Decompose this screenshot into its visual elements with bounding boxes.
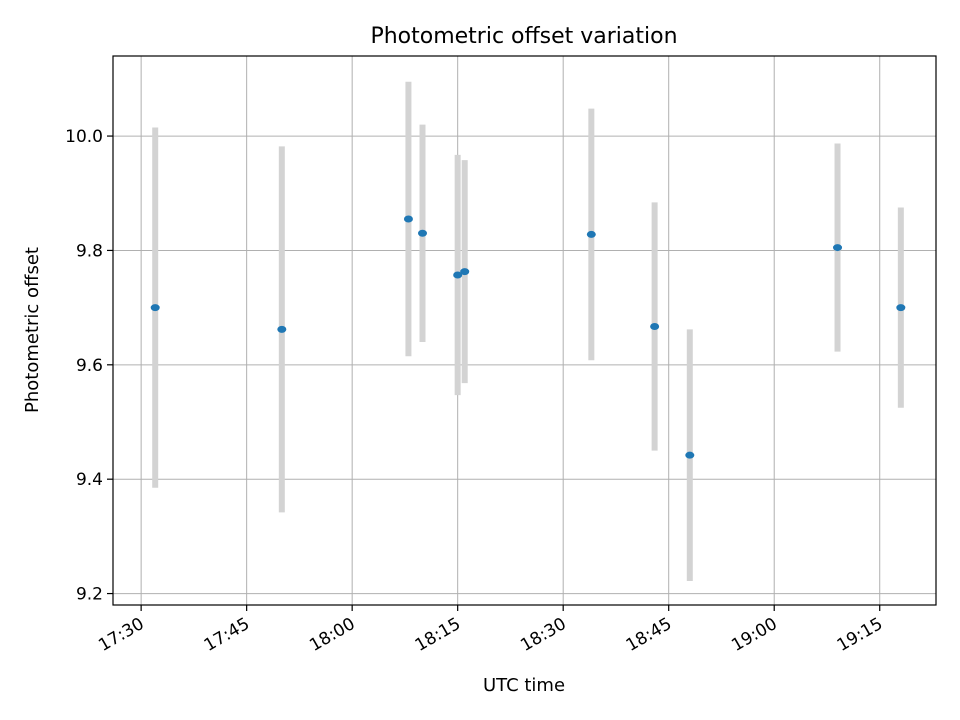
x-axis-label: UTC time	[483, 675, 565, 696]
y-axis-ticks: 9.2 9.4 9.6 9.8 10.0	[65, 127, 113, 605]
data-point	[586, 230, 596, 238]
x-tick-label: 18:45	[623, 614, 675, 656]
data-points	[150, 215, 906, 459]
grid	[113, 56, 936, 605]
plot-frame	[112, 55, 937, 606]
data-point	[150, 304, 160, 312]
data-point	[896, 304, 906, 312]
x-tick-label: 18:30	[517, 614, 569, 656]
data-point	[460, 268, 470, 276]
x-tick-label: 19:00	[728, 614, 780, 656]
data-point	[650, 322, 660, 330]
y-tick-label: 10.0	[65, 127, 103, 147]
x-axis-ticks: 17:30 17:45 18:00 18:15 18:30 18:45 19:00 19:15	[95, 605, 886, 656]
y-tick-label: 9.6	[76, 356, 103, 376]
error-bars	[152, 81, 904, 581]
x-tick-label: 18:00	[306, 614, 358, 656]
data-point	[453, 271, 463, 279]
chart-title: Photometric offset variation	[370, 24, 677, 49]
data-point	[418, 229, 428, 237]
y-tick-label: 9.4	[76, 470, 103, 490]
data-point	[277, 325, 287, 333]
x-tick-label: 17:30	[95, 614, 147, 656]
data-point	[685, 451, 695, 459]
y-tick-label: 9.2	[76, 585, 103, 605]
x-tick-label: 18:15	[412, 614, 464, 656]
x-tick-label: 17:45	[201, 614, 253, 656]
data-point	[833, 244, 843, 252]
y-axis-label: Photometric offset	[22, 247, 43, 413]
data-point	[403, 215, 413, 223]
x-tick-label: 19:15	[834, 614, 886, 656]
y-tick-label: 9.8	[76, 241, 103, 261]
